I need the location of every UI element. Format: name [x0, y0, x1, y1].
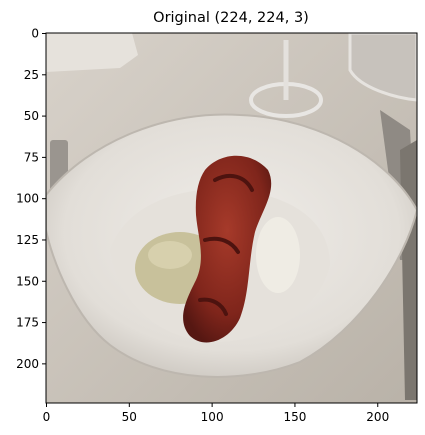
y-tick-label: 50	[24, 109, 39, 123]
y-tick-label: 0	[31, 27, 39, 41]
cream	[256, 217, 300, 293]
x-tick-label: 150	[283, 410, 306, 424]
photo	[46, 33, 417, 403]
x-tick-label: 100	[201, 410, 224, 424]
y-tick-label: 100	[16, 192, 39, 206]
x-axis: 0 50 100 150 200	[43, 403, 389, 424]
x-tick-label: 0	[43, 410, 51, 424]
axes-frame	[45, 32, 418, 404]
mash-highlight	[148, 241, 192, 269]
meat-crust	[198, 173, 254, 316]
y-tick-label: 125	[16, 233, 39, 247]
y-axis: 0 25 50 75 100 125 150 175 200	[16, 27, 46, 371]
y-tick-label: 150	[16, 274, 39, 288]
meat	[183, 155, 272, 343]
figure-title: Original (224, 224, 3)	[153, 10, 309, 26]
y-tick-label: 75	[24, 150, 39, 164]
y-tick-label: 25	[24, 68, 39, 82]
x-tick-label: 50	[122, 410, 137, 424]
y-tick-label: 200	[16, 357, 39, 371]
napkin	[46, 33, 138, 72]
y-tick-label: 175	[16, 316, 39, 330]
x-tick-label: 200	[366, 410, 389, 424]
